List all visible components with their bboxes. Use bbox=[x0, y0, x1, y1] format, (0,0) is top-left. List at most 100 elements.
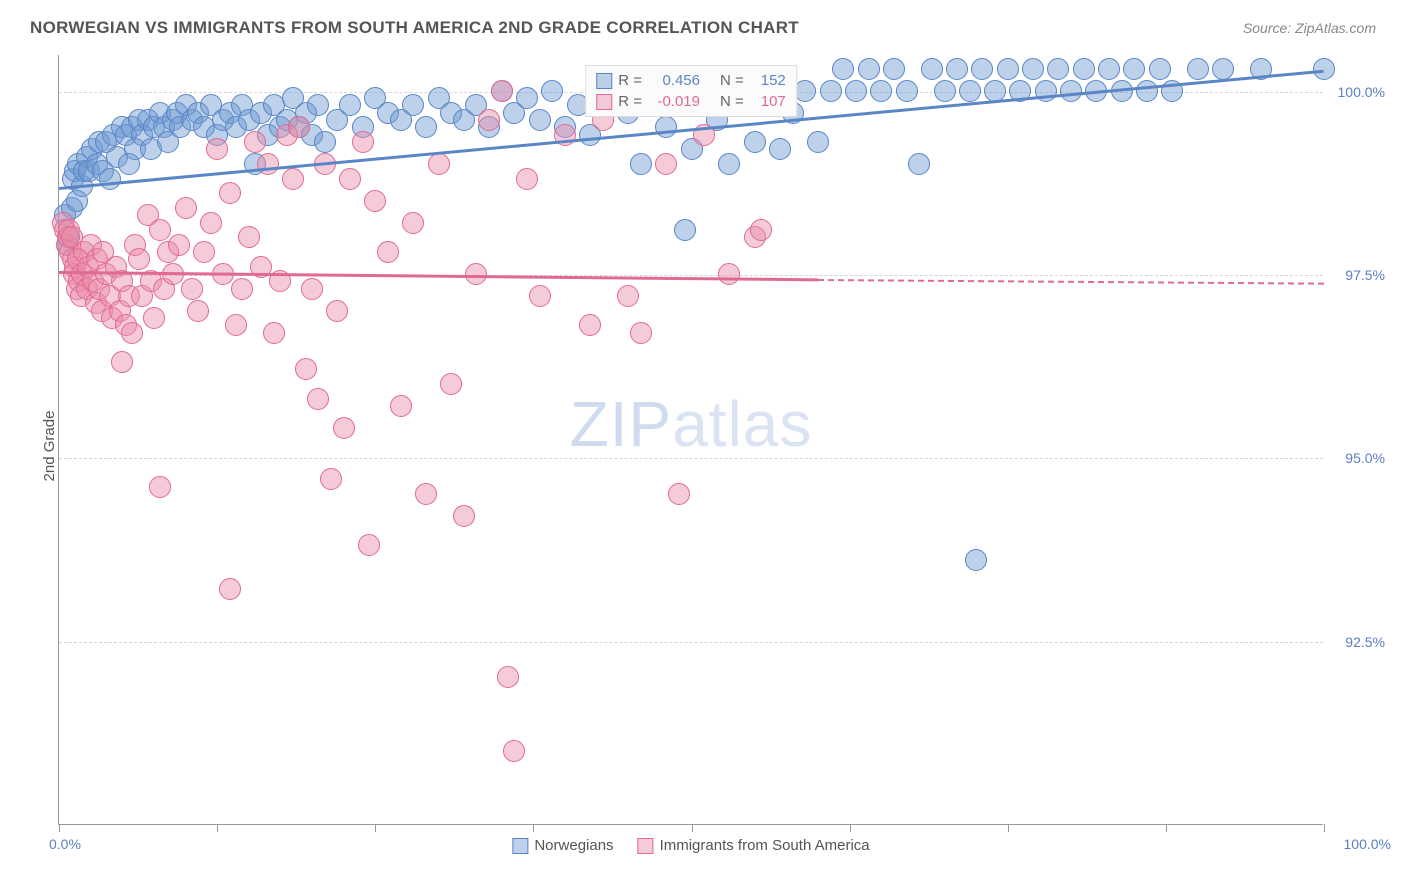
data-point bbox=[997, 58, 1019, 80]
legend-swatch bbox=[596, 94, 612, 110]
chart-area: ZIPatlas R =0.456N =152R =-0.019N =107 0… bbox=[58, 55, 1323, 825]
x-tick bbox=[850, 824, 851, 832]
data-point bbox=[497, 666, 519, 688]
data-point bbox=[219, 182, 241, 204]
data-point bbox=[263, 322, 285, 344]
x-tick bbox=[533, 824, 534, 832]
data-point bbox=[326, 300, 348, 322]
data-point bbox=[193, 241, 215, 263]
data-point bbox=[908, 153, 930, 175]
chart-title: NORWEGIAN VS IMMIGRANTS FROM SOUTH AMERI… bbox=[30, 18, 799, 38]
data-point bbox=[295, 358, 317, 380]
plot-region: ZIPatlas R =0.456N =152R =-0.019N =107 0… bbox=[58, 55, 1323, 825]
data-point bbox=[175, 197, 197, 219]
y-tick-label: 100.0% bbox=[1330, 84, 1385, 100]
y-tick-label: 92.5% bbox=[1330, 634, 1385, 650]
data-point bbox=[718, 153, 740, 175]
data-point bbox=[1212, 58, 1234, 80]
data-point bbox=[516, 168, 538, 190]
data-point bbox=[718, 263, 740, 285]
data-point bbox=[301, 278, 323, 300]
data-point bbox=[769, 138, 791, 160]
data-point bbox=[870, 80, 892, 102]
data-point bbox=[200, 212, 222, 234]
gridline-h bbox=[59, 458, 1323, 459]
data-point bbox=[1098, 58, 1120, 80]
data-point bbox=[750, 219, 772, 241]
correlation-legend-row: R =-0.019N =107 bbox=[596, 91, 786, 112]
x-axis-max-label: 100.0% bbox=[1344, 836, 1391, 852]
data-point bbox=[149, 219, 171, 241]
data-point bbox=[282, 168, 304, 190]
data-point bbox=[339, 94, 361, 116]
data-point bbox=[231, 278, 253, 300]
data-point bbox=[428, 153, 450, 175]
n-value: 152 bbox=[750, 72, 786, 89]
y-axis-label: 2nd Grade bbox=[41, 411, 58, 482]
data-point bbox=[1187, 58, 1209, 80]
legend-swatch bbox=[596, 73, 612, 89]
data-point bbox=[617, 285, 639, 307]
data-point bbox=[744, 131, 766, 153]
data-point bbox=[244, 131, 266, 153]
data-point bbox=[415, 116, 437, 138]
data-point bbox=[959, 80, 981, 102]
data-point bbox=[111, 351, 133, 373]
data-point bbox=[1136, 80, 1158, 102]
n-label: N = bbox=[720, 93, 744, 110]
data-point bbox=[491, 80, 513, 102]
data-point bbox=[516, 87, 538, 109]
data-point bbox=[858, 58, 880, 80]
data-point bbox=[655, 116, 677, 138]
data-point bbox=[1123, 58, 1145, 80]
data-point bbox=[143, 307, 165, 329]
trend-line bbox=[818, 279, 1324, 285]
series-legend-label: Immigrants from South America bbox=[660, 837, 870, 854]
data-point bbox=[934, 80, 956, 102]
data-point bbox=[883, 58, 905, 80]
correlation-legend: R =0.456N =152R =-0.019N =107 bbox=[585, 65, 797, 117]
series-legend-item: Norwegians bbox=[512, 837, 613, 854]
data-point bbox=[845, 80, 867, 102]
data-point bbox=[984, 80, 1006, 102]
data-point bbox=[358, 534, 380, 556]
data-point bbox=[1313, 58, 1335, 80]
data-point bbox=[187, 300, 209, 322]
data-point bbox=[807, 131, 829, 153]
data-point bbox=[965, 549, 987, 571]
data-point bbox=[630, 322, 652, 344]
n-value: 107 bbox=[750, 93, 786, 110]
y-tick-label: 95.0% bbox=[1330, 450, 1385, 466]
data-point bbox=[921, 58, 943, 80]
legend-swatch bbox=[512, 838, 528, 854]
r-label: R = bbox=[618, 72, 642, 89]
r-value: 0.456 bbox=[648, 72, 700, 89]
data-point bbox=[1073, 58, 1095, 80]
data-point bbox=[288, 116, 310, 138]
data-point bbox=[168, 234, 190, 256]
x-tick bbox=[1008, 824, 1009, 832]
data-point bbox=[339, 168, 361, 190]
legend-swatch bbox=[638, 838, 654, 854]
data-point bbox=[307, 388, 329, 410]
data-point bbox=[1060, 80, 1082, 102]
source-attribution: Source: ZipAtlas.com bbox=[1243, 20, 1376, 36]
data-point bbox=[820, 80, 842, 102]
data-point bbox=[257, 153, 279, 175]
data-point bbox=[668, 483, 690, 505]
x-tick bbox=[375, 824, 376, 832]
data-point bbox=[181, 278, 203, 300]
data-point bbox=[946, 58, 968, 80]
data-point bbox=[238, 226, 260, 248]
data-point bbox=[832, 58, 854, 80]
data-point bbox=[99, 168, 121, 190]
gridline-h bbox=[59, 642, 1323, 643]
data-point bbox=[794, 80, 816, 102]
x-tick bbox=[1166, 824, 1167, 832]
x-tick bbox=[59, 824, 60, 832]
series-legend: Norwegians Immigrants from South America bbox=[512, 837, 869, 854]
data-point bbox=[352, 131, 374, 153]
x-tick bbox=[1324, 824, 1325, 832]
r-value: -0.019 bbox=[648, 93, 700, 110]
data-point bbox=[1047, 58, 1069, 80]
